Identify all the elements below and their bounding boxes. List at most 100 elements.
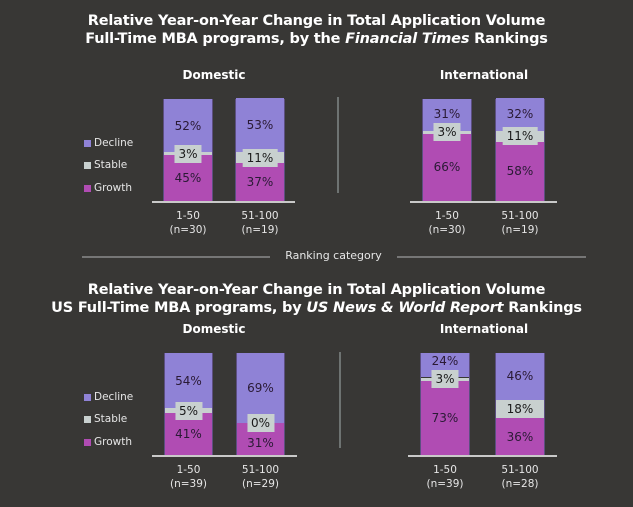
data-label-growth: 36% (506, 429, 534, 444)
legend-item-stable: Stable (84, 413, 127, 425)
legend-item-growth: Growth (84, 182, 132, 194)
x-tick-label: 1-50 (n=30) (153, 209, 223, 237)
bar-segment-growth (236, 163, 284, 201)
data-label-decline: 32% (506, 107, 534, 122)
stacked-bar: 36% 18% 46% (495, 353, 545, 455)
panel-divider-1 (337, 97, 339, 193)
x-tick-label: 51-100 (n=28) (485, 463, 555, 491)
data-label-decline: 69% (247, 381, 274, 396)
data-label-decline: 52% (174, 118, 202, 133)
chart-2-title-line2: US Full-Time MBA programs, by US News & … (51, 300, 582, 316)
legend-label: Growth (94, 182, 133, 194)
stacked-bar: 37% 11% 53% (235, 98, 285, 201)
bar-segment-decline (496, 353, 544, 400)
legend-label: Stable (94, 413, 128, 425)
x-tick-n: (n=28) (501, 478, 539, 490)
x-tick-category: 51-100 (241, 464, 280, 476)
legend-label: Decline (94, 391, 134, 403)
data-label-stable: 11% (502, 127, 538, 146)
data-label-growth: 45% (174, 171, 202, 186)
x-tick-n: (n=29) (241, 478, 279, 490)
x-tick-category: 51-100 (241, 210, 279, 222)
bar-segment-growth (496, 418, 544, 455)
x-tick-category: 51-100 (501, 464, 539, 476)
bar-segment-growth (164, 155, 212, 201)
legend-swatch-decline (84, 393, 91, 401)
chart-1-title-line1: Relative Year-on-Year Change in Total Ap… (87, 13, 546, 29)
stacked-bar: 66% 3% 31% (422, 99, 472, 201)
x-tick-category: 1-50 (435, 210, 459, 222)
data-label-growth: 41% (175, 427, 202, 442)
x-tick-n: (n=19) (241, 224, 279, 236)
legend-label: Stable (94, 159, 128, 171)
x-tick-label: 51-100 (n=19) (225, 209, 295, 237)
x-tick-category: 51-100 (501, 210, 539, 222)
data-label-decline: 31% (433, 107, 461, 122)
panel-divider-2 (339, 352, 341, 448)
panel-title-domestic: Domestic (182, 68, 246, 82)
x-axis-baseline (152, 455, 297, 457)
bar-segment-decline (237, 353, 284, 424)
bar-segment-growth (496, 141, 544, 201)
data-label-stable: 18% (502, 400, 538, 419)
x-tick-n: (n=30) (169, 224, 207, 236)
bar-segment-growth (423, 133, 471, 201)
separator-right (397, 256, 586, 258)
x-tick-n: (n=30) (428, 224, 466, 236)
legend-label: Growth (94, 436, 133, 448)
x-axis-baseline (152, 201, 295, 203)
stacked-bar: 31% 0% 69% (236, 353, 285, 455)
legend-item-growth: Growth (84, 436, 132, 448)
x-tick-n: (n=19) (501, 224, 539, 236)
bar-segment-decline (236, 98, 284, 153)
separator-left (82, 256, 270, 258)
chart-1-title: Relative Year-on-Year Change in Total Ap… (0, 12, 633, 48)
x-tick-label: 1-50 (n=39) (410, 463, 480, 491)
stacked-bar: 58% 11% 32% (495, 98, 545, 201)
x-axis-baseline (410, 201, 557, 203)
bar-segment-growth (165, 413, 212, 455)
x-tick-category: 1-50 (176, 210, 200, 222)
data-label-growth: 31% (247, 436, 274, 451)
data-label-stable: 5% (174, 401, 203, 420)
data-label-growth: 73% (431, 410, 459, 425)
legend-swatch-stable (84, 161, 91, 169)
x-tick-category: 1-50 (433, 464, 457, 476)
chart-2-title: Relative Year-on-Year Change in Total Ap… (0, 281, 633, 317)
legend-swatch-growth (84, 438, 91, 446)
stacked-bar: 41% 5% 54% (164, 353, 213, 455)
data-label-decline: 54% (175, 373, 202, 388)
chart-2-title-line1: Relative Year-on-Year Change in Total Ap… (87, 282, 546, 298)
data-label-stable: 0% (246, 414, 275, 433)
legend-item-decline: Decline (84, 137, 133, 149)
stacked-bar: 45% 3% 52% (163, 99, 213, 201)
x-tick-label: 1-50 (n=30) (412, 209, 482, 237)
data-label-growth: 58% (506, 164, 534, 179)
legend-swatch-growth (84, 184, 91, 192)
bar-segment-decline (164, 99, 212, 153)
x-tick-label: 51-100 (n=29) (226, 463, 296, 491)
bar-segment-decline (165, 353, 212, 409)
x-axis-baseline (408, 455, 557, 457)
panel-title-international: International (439, 68, 529, 82)
legend-swatch-decline (84, 139, 91, 147)
stacked-bar: 73% 3% 24% (420, 353, 470, 455)
bar-segment-decline (496, 98, 544, 131)
panel-title-domestic: Domestic (182, 322, 246, 336)
x-tick-n: (n=39) (169, 478, 207, 490)
x-axis-title: Ranking category (285, 249, 382, 262)
x-tick-label: 1-50 (n=39) (154, 463, 224, 491)
data-label-decline: 24% (431, 354, 459, 368)
legend-item-stable: Stable (84, 159, 127, 171)
data-label-stable: 11% (242, 148, 278, 167)
data-label-stable: 3% (431, 370, 459, 388)
data-label-stable: 3% (433, 123, 461, 142)
x-tick-category: 1-50 (176, 464, 201, 476)
legend-label: Decline (94, 137, 134, 149)
data-label-growth: 66% (433, 160, 461, 175)
x-tick-label: 51-100 (n=19) (485, 209, 555, 237)
legend-swatch-stable (84, 415, 91, 423)
data-label-growth: 37% (246, 175, 274, 190)
x-tick-n: (n=39) (426, 478, 464, 490)
panel-title-international: International (439, 322, 529, 336)
